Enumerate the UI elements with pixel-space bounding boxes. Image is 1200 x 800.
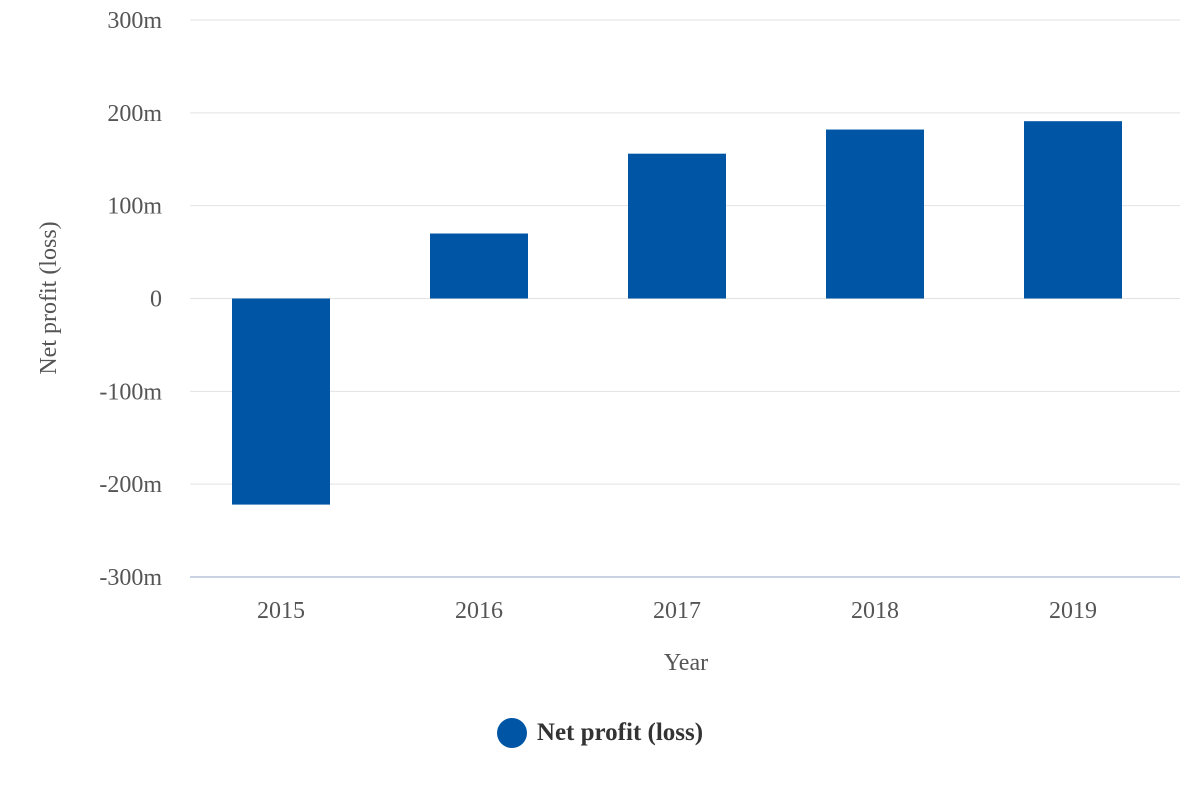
bar-2015[interactable] — [232, 298, 330, 505]
y-axis-ticks: 300m 200m 100m 0 -100m -200m -300m — [99, 8, 162, 591]
y-tick-label: 300m — [107, 8, 162, 34]
legend-marker-icon — [496, 718, 527, 748]
bar-2018[interactable] — [826, 129, 924, 299]
legend: Net profit (loss) — [0, 718, 1200, 748]
y-axis-title: Net profit (loss) — [36, 221, 62, 374]
legend-item[interactable]: Net profit (loss) — [496, 718, 704, 748]
legend-label: Net profit (loss) — [536, 719, 704, 746]
x-tick-label: 2017 — [653, 598, 701, 624]
bar-2016[interactable] — [430, 233, 528, 299]
y-tick-label: 100m — [107, 194, 162, 220]
x-tick-label: 2018 — [851, 598, 899, 624]
bars — [232, 121, 1122, 505]
y-tick-label: -300m — [99, 565, 162, 591]
bar-2019[interactable] — [1024, 121, 1122, 299]
y-tick-label: 200m — [107, 101, 162, 127]
y-tick-label: 0 — [150, 287, 162, 313]
y-tick-label: -100m — [99, 379, 162, 405]
x-tick-label: 2019 — [1049, 598, 1097, 624]
bar-2017[interactable] — [628, 153, 726, 299]
x-tick-label: 2016 — [455, 598, 503, 624]
gridlines — [190, 19, 1180, 578]
x-axis-ticks: 2015 2016 2017 2018 2019 — [257, 598, 1097, 624]
x-axis-title: Year — [664, 650, 708, 676]
y-tick-label: -200m — [99, 472, 162, 498]
x-tick-label: 2015 — [257, 598, 305, 624]
